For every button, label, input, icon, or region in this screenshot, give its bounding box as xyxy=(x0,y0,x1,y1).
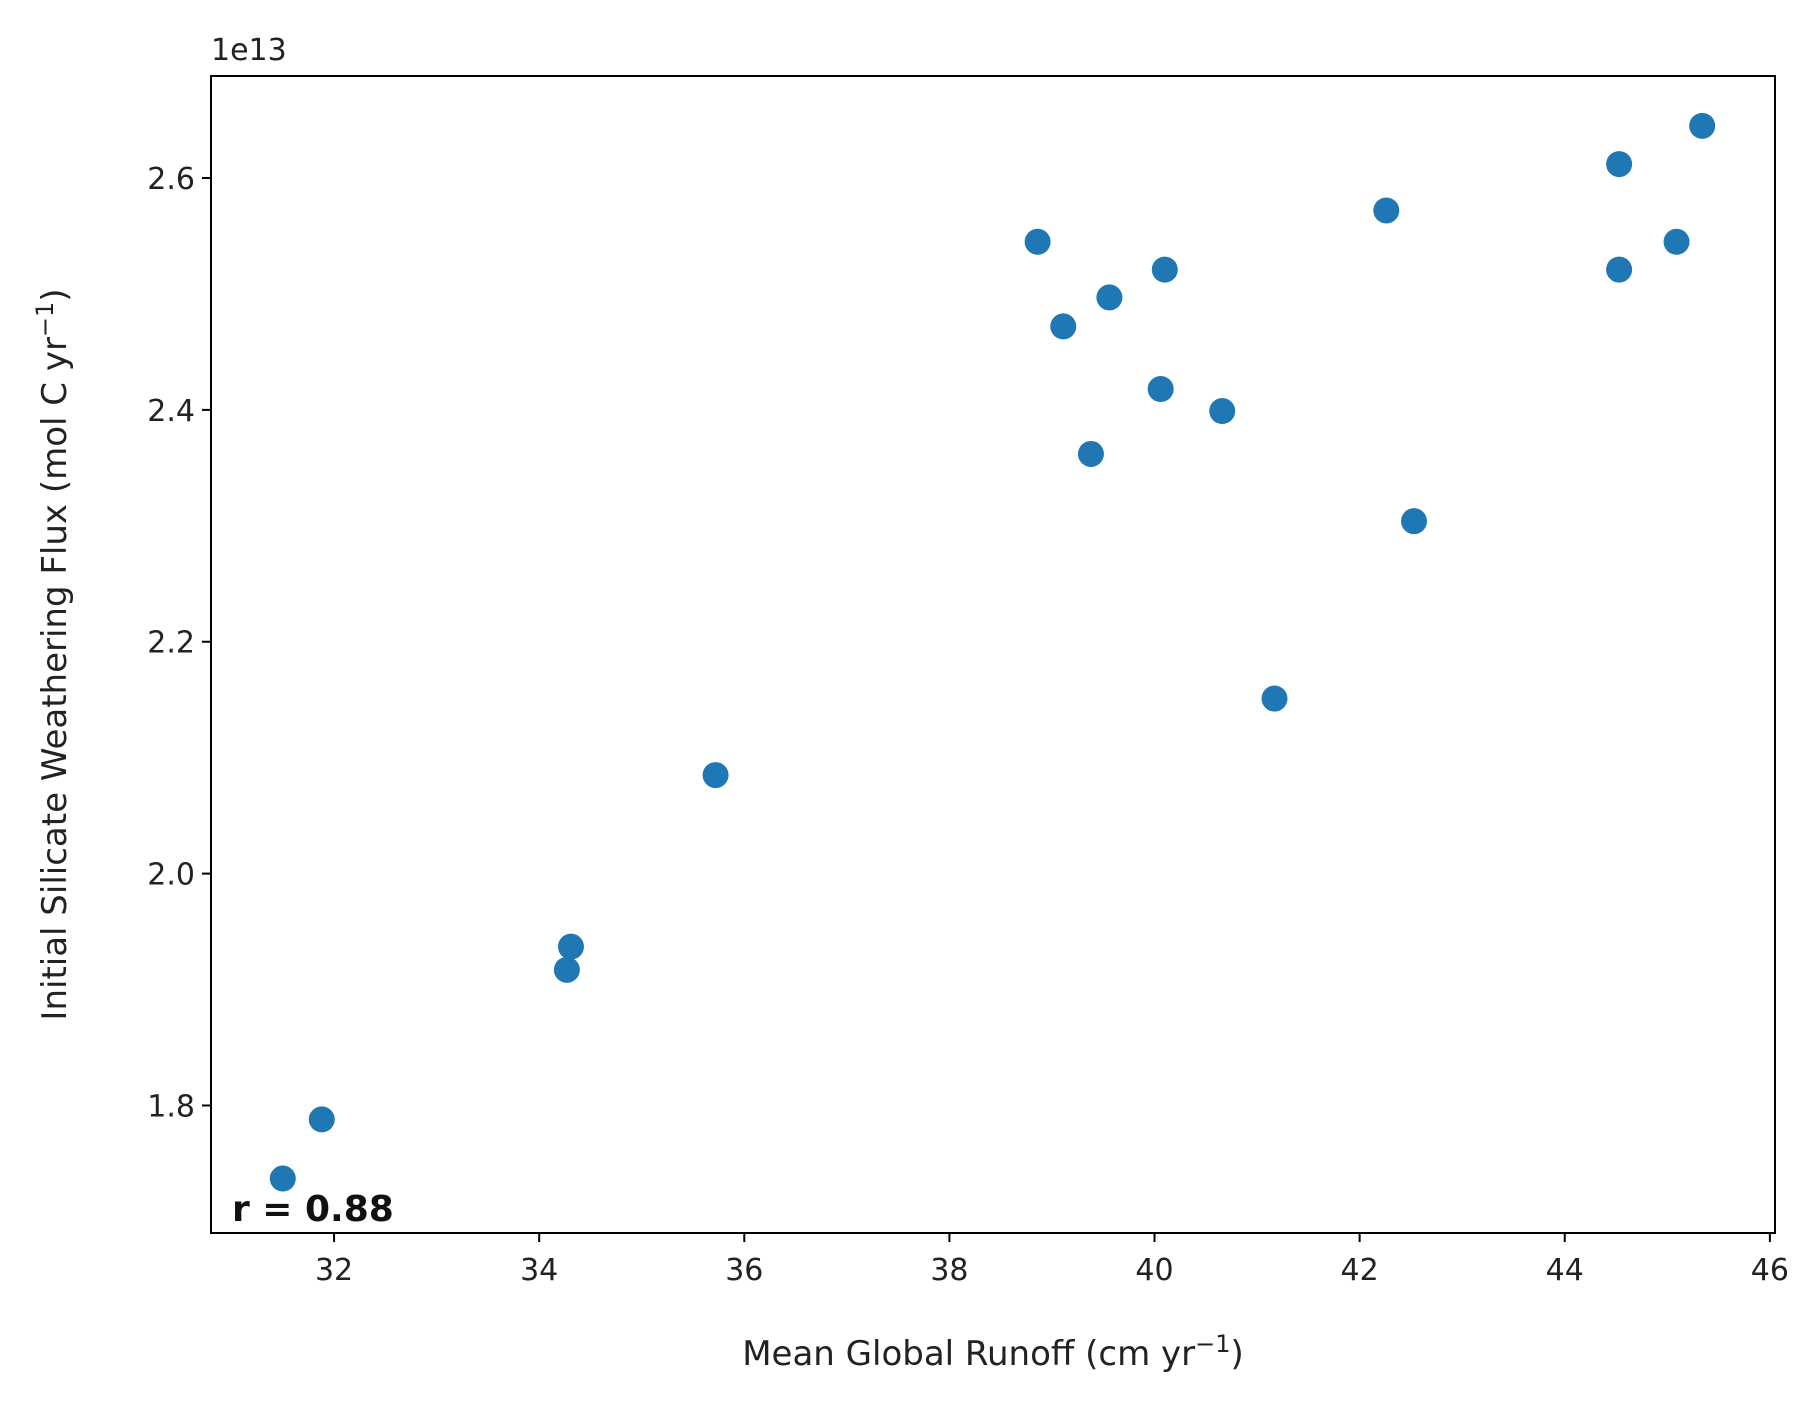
y-offset-text: 1e13 xyxy=(211,33,287,68)
data-points xyxy=(269,112,1716,1192)
x-axis-label-close: ) xyxy=(1231,1334,1244,1374)
data-point xyxy=(1096,284,1123,311)
x-tick-label: 42 xyxy=(1341,1253,1379,1288)
x-tick-label: 32 xyxy=(315,1253,353,1288)
x-tick-label: 38 xyxy=(930,1253,968,1288)
x-tick-label: 36 xyxy=(725,1253,763,1288)
y-axis-label-exponent: −1 xyxy=(31,302,59,337)
x-axis-ticks: 32 34 36 38 40 42 44 46 xyxy=(315,1233,1789,1288)
y-axis-label-text: Initial Silicate Weathering Flux (mol C … xyxy=(35,337,75,1021)
data-point xyxy=(1261,685,1288,712)
x-axis-label-text: Mean Global Runoff (cm yr xyxy=(742,1334,1195,1374)
y-tick-label: 2.6 xyxy=(147,162,195,197)
y-axis-ticks: 1.8 2.0 2.2 2.4 2.6 xyxy=(147,162,211,1124)
y-tick-label: 2.2 xyxy=(147,626,195,661)
x-axis-label-exponent: −1 xyxy=(1195,1330,1230,1358)
y-tick-label: 1.8 xyxy=(147,1089,195,1124)
data-point xyxy=(1663,228,1690,255)
data-point xyxy=(1400,508,1427,535)
data-point xyxy=(702,762,729,789)
y-tick-label: 2.4 xyxy=(147,394,195,429)
plot-frame xyxy=(210,75,1776,1234)
data-point xyxy=(1050,313,1077,340)
x-tick-label: 40 xyxy=(1135,1253,1173,1288)
data-point xyxy=(308,1106,335,1133)
data-point xyxy=(1373,197,1400,224)
data-point xyxy=(1606,151,1633,178)
data-point xyxy=(1606,256,1633,283)
data-point xyxy=(557,933,584,960)
data-point xyxy=(1077,440,1104,467)
data-point xyxy=(269,1165,296,1192)
data-point xyxy=(1689,112,1716,139)
x-axis-label: Mean Global Runoff (cm yr−1) xyxy=(742,1330,1244,1374)
y-tick-label: 2.0 xyxy=(147,858,195,893)
data-point xyxy=(1151,256,1178,283)
data-point xyxy=(1024,228,1051,255)
y-axis-label-close: ) xyxy=(35,288,75,301)
correlation-annotation: r = 0.88 xyxy=(232,1189,394,1230)
x-tick-label: 46 xyxy=(1751,1253,1789,1288)
x-tick-label: 44 xyxy=(1546,1253,1584,1288)
data-point xyxy=(1147,376,1174,403)
x-tick-label: 34 xyxy=(520,1253,558,1288)
data-point xyxy=(1209,398,1236,425)
data-point xyxy=(553,956,580,983)
y-axis-label: Initial Silicate Weathering Flux (mol C … xyxy=(31,288,75,1020)
